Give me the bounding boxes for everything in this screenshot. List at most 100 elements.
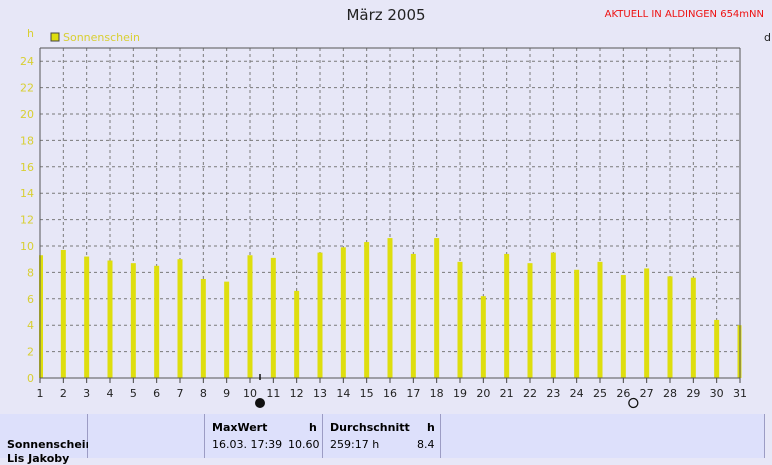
bars [39,238,742,378]
summary-row-label-2: Lis Jakoby [7,452,70,465]
bar-day-20 [480,296,486,378]
y-tick-label: 10 [20,240,34,253]
bar-day-24 [574,269,580,378]
bar-day-30 [714,319,720,378]
summary-label-cell: Sonnenschein Lis Jakoby [0,414,93,465]
summary-table: Sonnenschein Lis Jakoby MaxWert h 16.03.… [0,414,772,465]
bar-day-1 [39,255,43,378]
x-tick-label: 13 [313,387,327,400]
bar-day-7 [177,259,183,378]
x-tick-label: 3 [83,387,90,400]
x-tick-label: 15 [360,387,374,400]
x-tick-label: 8 [200,387,207,400]
x-tick-label: 26 [616,387,630,400]
x-tick-label: 31 [733,387,747,400]
y-tick-label: 12 [20,214,34,227]
x-tick-label: 14 [336,387,350,400]
x-tick-label: 22 [523,387,537,400]
x-tick-label: 23 [546,387,560,400]
legend: Sonnenschein [50,31,140,44]
y-tick-label: 2 [27,346,34,359]
bar-day-17 [410,253,416,378]
summary-avg-cell: Durchschnitt h 259:17 h 8.4 [323,414,441,458]
x-tick-label: 16 [383,387,397,400]
y-tick-label: 6 [27,293,34,306]
x-tick-label: 30 [710,387,724,400]
x-tick-label: 2 [60,387,67,400]
moon-phases [255,397,639,409]
x-tick-label: 12 [290,387,304,400]
x-tick-label: 20 [476,387,490,400]
x-tick-label: 18 [430,387,444,400]
bar-day-4 [107,260,113,378]
bar-day-29 [690,277,696,378]
x-tick-label: 27 [640,387,654,400]
bar-day-13 [317,252,323,378]
bar-day-27 [644,268,650,378]
y-tick-label: 16 [20,161,34,174]
x-tick-label: 9 [223,387,230,400]
bar-day-25 [597,261,603,378]
x-tick-label: 11 [266,387,280,400]
y-tick-label: 4 [27,319,34,332]
y-tick-label: 18 [20,134,34,147]
bar-day-26 [620,275,626,378]
bar-day-10 [247,255,253,378]
y-tick-label: 20 [20,108,34,121]
y-tick-label: 22 [20,82,34,95]
x-tick-label: 6 [153,387,160,400]
bar-day-15 [364,242,370,378]
x-tick-label: 25 [593,387,607,400]
x-tick-label: 1 [37,387,44,400]
max-datetime: 16.03. 17:39 [212,438,283,451]
avg-header: Durchschnitt [330,421,410,434]
max-value: 10.60 [288,438,320,451]
summary-max-cell: MaxWert h 16.03. 17:39 10.60 [205,414,323,458]
y-tick-label: 24 [20,55,34,68]
y-tick-label: 8 [27,266,34,279]
y-axis-unit: h [27,27,34,40]
x-tick-label: 17 [406,387,420,400]
bar-day-6 [154,265,160,378]
station-label: AKTUELL IN ALDINGEN 654mNN [604,9,764,20]
bar-day-9 [224,281,230,378]
chart-title: März 2005 [346,6,426,24]
full-moon-icon [628,397,639,409]
x-tick-label: 24 [570,387,584,400]
x-tick-label: 4 [107,387,114,400]
summary-spacer-cell [441,414,765,458]
bar-day-16 [387,238,393,378]
avg-unit: h [427,421,435,434]
x-tick-label: 19 [453,387,467,400]
max-header: MaxWert [212,421,268,434]
x-tick-label: 5 [130,387,137,400]
x-tick-label: 7 [177,387,184,400]
bar-day-3 [84,256,90,378]
bar-day-2 [60,249,66,378]
new-moon-icon [255,398,265,408]
bar-day-19 [457,261,463,378]
bar-day-14 [340,247,346,378]
bar-day-18 [434,238,440,378]
bar-day-21 [504,253,510,378]
x-tick-label: 29 [686,387,700,400]
y-tick-label: 0 [27,372,34,385]
bar-day-8 [200,279,206,378]
summary-row-label: Sonnenschein [7,438,94,451]
x-tick-label: 21 [500,387,514,400]
x-tick-label: 10 [243,387,257,400]
avg-value: 8.4 [417,438,435,451]
bar-day-12 [294,290,300,378]
legend-label: Sonnenschein [63,31,140,44]
bar-day-28 [667,276,673,378]
right-axis-unit: d [764,31,771,44]
legend-swatch [50,32,60,42]
y-tick-label: 14 [20,187,34,200]
summary-empty-cell [88,414,205,458]
avg-total: 259:17 h [330,438,380,451]
bar-day-23 [550,252,556,378]
bar-day-22 [527,263,533,378]
bar-day-11 [270,257,276,378]
